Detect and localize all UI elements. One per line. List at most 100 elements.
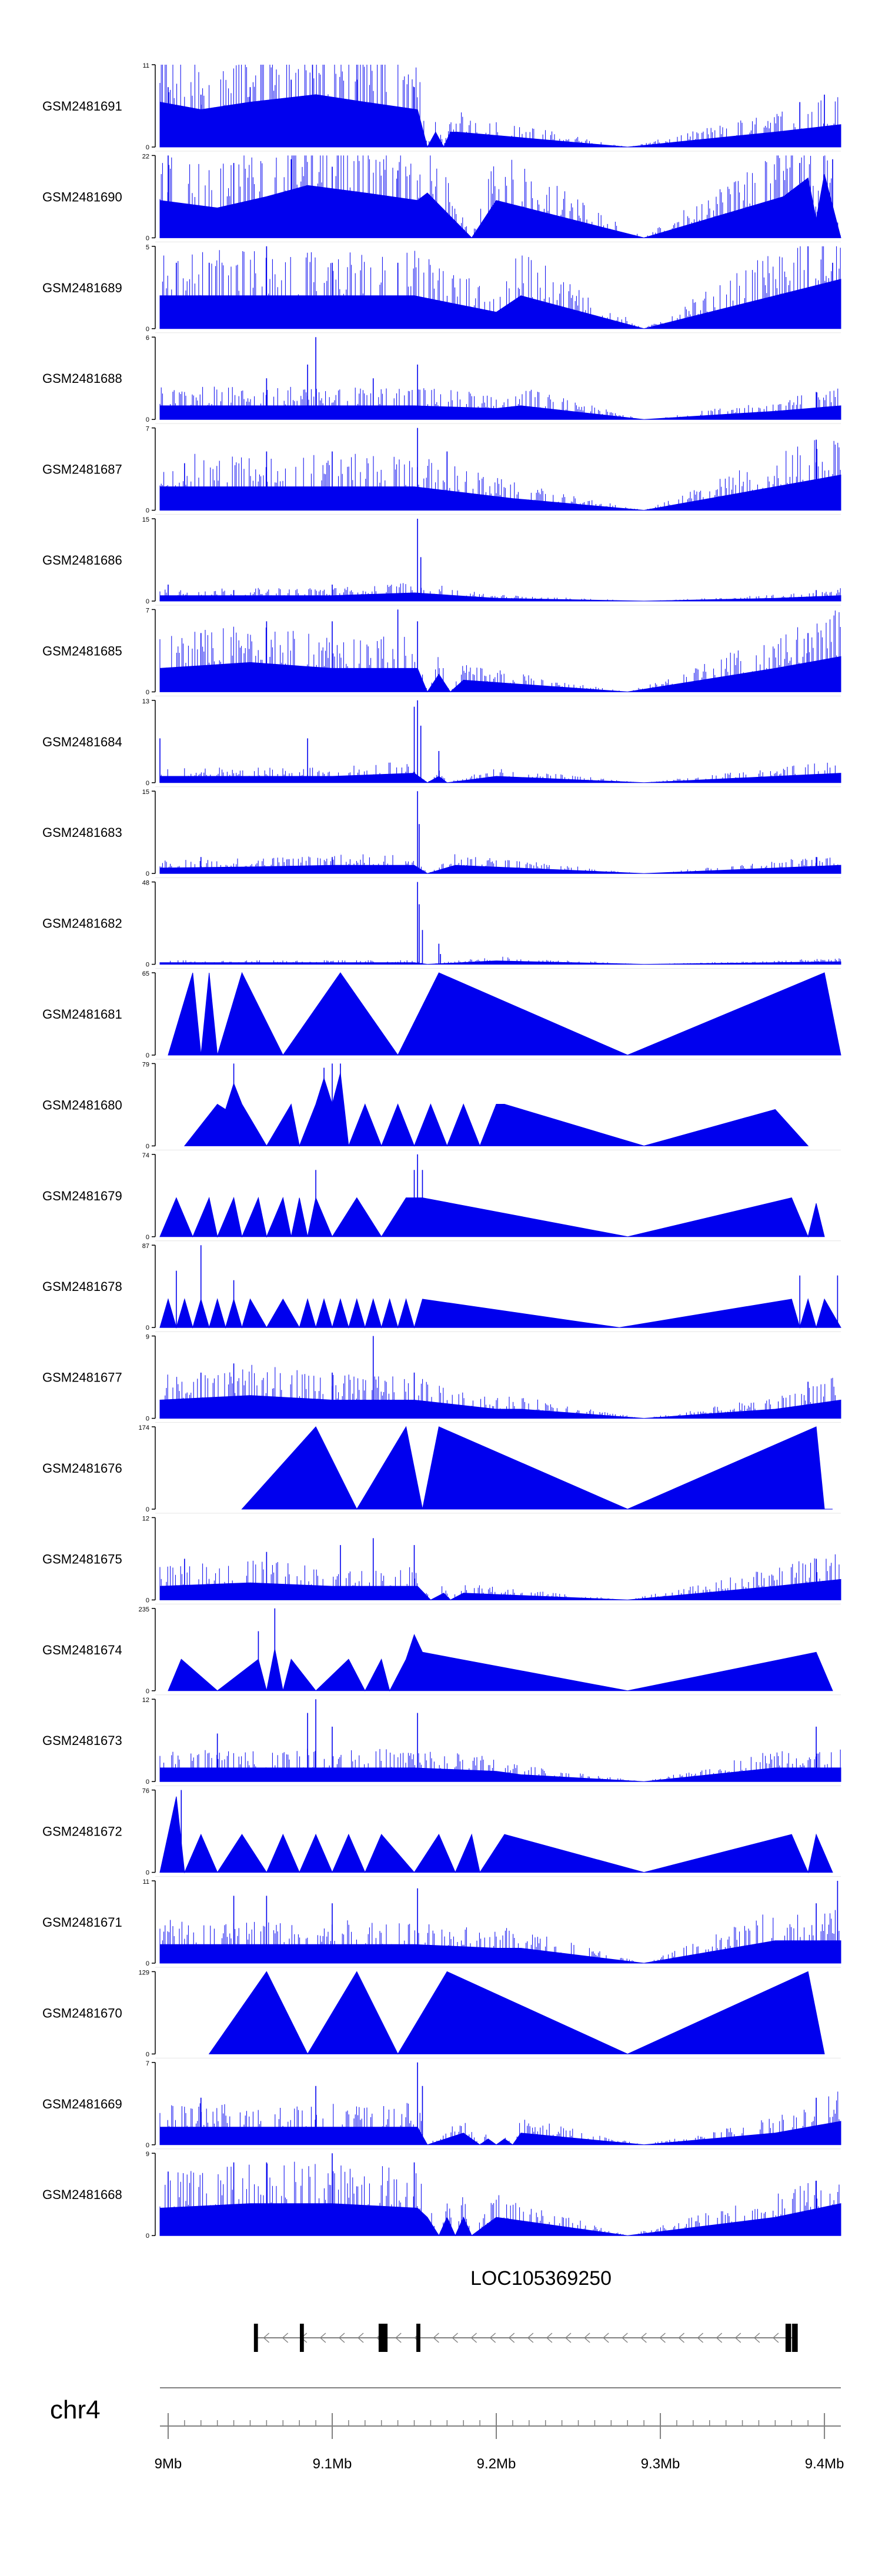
coverage-area [159,2203,841,2237]
coverage-area [159,1796,833,1874]
coverage-spikes [161,762,836,783]
y-axis-zero-label: 0 [146,2051,149,2058]
track-GSM2481678: GSM2481678 87 0 [42,1243,841,1332]
coverage-spikes [162,246,841,329]
track-label: GSM2481670 [42,2006,122,2020]
track-label: GSM2481676 [42,1461,122,1476]
track-GSM2481690: GSM2481690 22 0 [42,153,841,242]
y-axis-max-label: 5 [146,244,149,251]
y-axis-max-label: 79 [142,1061,149,1068]
tick-label: 9.2Mb [477,2456,516,2472]
gene-exon [378,2324,388,2352]
track-GSM2481673: GSM2481673 12 0 [42,1697,841,1786]
track-GSM2481686: GSM2481686 15 0 [42,516,841,606]
track-label: GSM2481675 [42,1551,122,1566]
coverage-area [168,972,841,1056]
y-axis-max-label: 65 [142,970,149,977]
y-axis-max-label: 9 [146,2151,149,2158]
strand-arrow [470,2333,477,2343]
track-label: GSM2481681 [42,1007,122,1022]
y-axis-zero-label: 0 [146,1143,149,1150]
chromosome-label: chr4 [50,2395,101,2424]
y-axis-max-label: 7 [146,607,149,614]
track-label: GSM2481680 [42,1097,122,1112]
coverage-area [159,1767,841,1782]
y-axis-zero-label: 0 [146,1324,149,1332]
track-GSM2481689: GSM2481689 5 0 [42,244,841,333]
track-GSM2481679: GSM2481679 74 0 [42,1152,841,1242]
strand-arrow [433,2333,439,2343]
genome-axis: chr4 9Mb 9.1Mb 9.2Mb 9.3Mb 9.4Mb [50,2387,844,2472]
coverage-spikes [159,65,838,147]
y-axis-zero-label: 0 [146,508,149,515]
coverage-spikes [159,155,841,238]
coverage-area [159,405,841,420]
track-label: GSM2481669 [42,2097,122,2111]
coverage-spikes [159,1749,841,1782]
track-GSM2481670: GSM2481670 129 0 [42,1969,841,2058]
coverage-area [183,1073,809,1147]
coverage-area [159,279,841,329]
track-label: GSM2481682 [42,916,122,931]
tick-label: 9.1Mb [313,2456,352,2472]
track-label: GSM2481686 [42,553,122,568]
track-label: GSM2481668 [42,2187,122,2202]
strand-arrow [640,2333,647,2343]
coverage-spikes [159,440,841,510]
coverage-spikes [159,610,841,692]
coverage-area [208,1971,825,2055]
track-GSM2481683: GSM2481683 15 0 [42,789,841,878]
track-label: GSM2481672 [42,1824,122,1839]
y-axis-zero-label: 0 [146,1052,149,1059]
track-GSM2481668: GSM2481668 9 0 [42,2151,841,2240]
track-GSM2481688: GSM2481688 6 0 [42,335,841,424]
track-GSM2481669: GSM2481669 7 0 [42,2060,841,2150]
y-axis-zero-label: 0 [146,962,149,969]
y-axis-zero-label: 0 [146,870,149,877]
track-label: GSM2481683 [42,825,122,840]
strand-arrow [564,2333,572,2343]
track-label: GSM2481688 [42,371,122,386]
coverage-spikes [159,583,841,601]
y-axis-max-label: 87 [142,1243,149,1250]
y-axis-max-label: 48 [142,880,149,887]
strand-arrow [282,2333,289,2343]
track-GSM2481677: GSM2481677 9 0 [42,1334,841,1423]
coverage-spikes [159,2091,840,2145]
track-label: GSM2481691 [42,99,122,114]
y-axis-zero-label: 0 [146,2233,149,2240]
coverage-area [159,174,841,239]
track-label: GSM2481684 [42,735,122,749]
coverage-area [159,1196,825,1238]
y-axis-max-label: 9 [146,1334,149,1341]
strand-arrow [772,2333,779,2343]
y-axis-max-label: 76 [142,1788,149,1795]
strand-arrow [395,2333,402,2343]
track-GSM2481672: GSM2481672 76 0 [42,1788,841,1877]
gene-exon [792,2324,798,2352]
track-GSM2481680: GSM2481680 79 0 [42,1061,841,1150]
track-label: GSM2481678 [42,1279,122,1294]
tick-label: 9.4Mb [805,2456,844,2472]
y-axis-max-label: 11 [143,62,149,69]
y-axis-zero-label: 0 [146,689,149,696]
track-GSM2481685: GSM2481685 7 0 [42,607,841,696]
coverage-spikes [159,1554,840,1600]
strand-arrow [753,2333,760,2343]
strand-arrow [527,2333,534,2343]
y-axis-max-label: 6 [146,335,149,342]
y-axis-zero-label: 0 [146,1870,149,1877]
y-axis-zero-label: 0 [146,1688,149,1695]
coverage-area [159,2121,841,2145]
gene-label: LOC105369250 [470,2267,612,2290]
gene-exon [299,2324,304,2352]
y-axis-zero-label: 0 [146,598,149,605]
track-label: GSM2481673 [42,1733,122,1748]
strand-arrow [603,2333,609,2343]
y-axis-max-label: 74 [142,1152,149,1159]
strand-arrow [716,2333,723,2343]
coverage-area [159,960,841,965]
coverage-area [159,865,841,874]
strand-arrow [263,2333,270,2343]
tick-label: 9.3Mb [641,2456,680,2472]
